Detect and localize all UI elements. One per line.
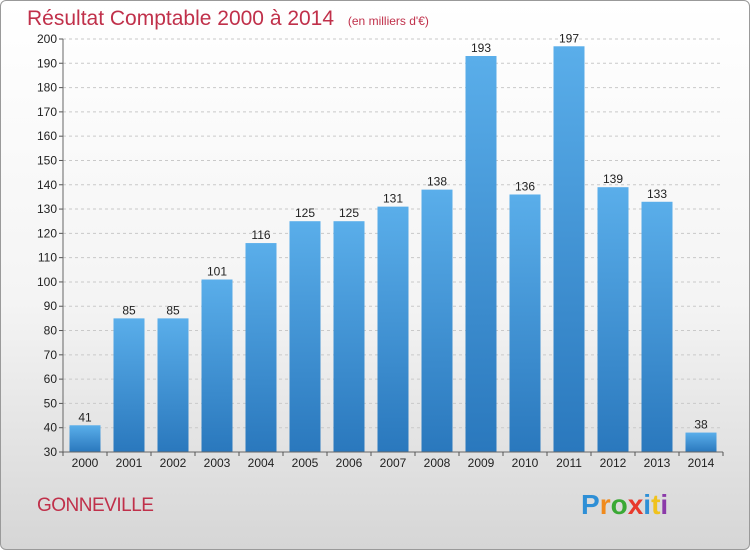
x-tick-label: 2012 [600, 456, 627, 470]
y-tick-label: 160 [37, 129, 57, 143]
bars [69, 46, 717, 452]
bar [597, 187, 629, 452]
logo-letter: i [643, 489, 652, 520]
bar [509, 194, 541, 452]
proxiti-logo: Proxiti [581, 489, 668, 521]
bar-value-label: 197 [559, 31, 579, 45]
y-axis-ticks: 30 40 50 60 70 80 90 100 110 120 130 140 150 160 170 18… [37, 32, 64, 459]
x-tick-label: 2008 [424, 456, 451, 470]
bar-value-label: 85 [166, 303, 180, 317]
y-tick-label: 60 [44, 372, 58, 386]
logo-letter: P [581, 489, 600, 520]
y-tick-label: 40 [44, 421, 58, 435]
y-tick-label: 80 [44, 324, 58, 338]
bar-value-label: 116 [251, 228, 270, 242]
y-tick-label: 120 [37, 226, 57, 240]
bar [553, 46, 585, 452]
bar [201, 279, 233, 452]
chart-title: Résultat Comptable 2000 à 2014 (en milli… [27, 7, 429, 31]
logo-letter: i [660, 489, 669, 520]
y-tick-label: 180 [37, 81, 57, 95]
bar [641, 201, 673, 452]
y-tick-label: 170 [37, 105, 57, 119]
x-axis-ticks: 2000 2001 2002 2003 2004 2005 2006 2007 2008 2009… [62, 451, 724, 470]
y-tick-label: 70 [44, 348, 58, 362]
x-tick-label: 2002 [160, 456, 187, 470]
place-label: GONNEVILLE [37, 495, 154, 516]
bar [157, 318, 189, 452]
chart-title-text: Résultat Comptable 2000 à 2014 [27, 7, 335, 30]
bar [465, 56, 497, 452]
bar [289, 221, 321, 452]
bar-value-label: 125 [339, 206, 359, 220]
y-tick-label: 110 [38, 251, 57, 265]
bar-value-label: 193 [471, 41, 491, 55]
y-tick-label: 50 [44, 396, 58, 410]
bar [245, 243, 277, 452]
chart-subtitle: (en milliers d'€) [347, 14, 429, 28]
bar-value-label: 136 [515, 179, 535, 193]
x-tick-label: 2005 [292, 456, 319, 470]
y-tick-label: 140 [37, 178, 57, 192]
y-tick-label: 200 [37, 32, 57, 46]
x-tick-label: 2001 [116, 456, 143, 470]
bar-value-label: 125 [295, 206, 315, 220]
x-tick-label: 2011 [556, 456, 582, 470]
bar-value-label: 85 [122, 303, 136, 317]
x-tick-label: 2009 [468, 456, 495, 470]
bar-value-label: 131 [383, 192, 403, 206]
logo-letter: t [651, 489, 661, 520]
bar-value-label: 133 [647, 187, 667, 201]
logo-letter: r [599, 489, 611, 520]
y-tick-label: 30 [44, 445, 58, 459]
y-tick-label: 90 [44, 299, 58, 313]
bar [685, 432, 717, 452]
y-tick-label: 130 [37, 202, 57, 216]
x-tick-label: 2010 [512, 456, 539, 470]
x-tick-label: 2007 [380, 456, 407, 470]
x-tick-label: 2003 [204, 456, 231, 470]
bar [113, 318, 145, 452]
logo-letter: o [610, 489, 628, 520]
bar-value-label: 138 [427, 175, 447, 189]
bar [377, 206, 409, 452]
y-tick-label: 100 [37, 275, 57, 289]
bar [333, 221, 365, 452]
bar [69, 425, 101, 452]
bar-value-label: 139 [603, 172, 623, 186]
x-tick-label: 2004 [248, 456, 275, 470]
x-tick-label: 2000 [72, 456, 99, 470]
bar-value-label: 38 [694, 418, 708, 432]
bar [421, 189, 453, 452]
bar-value-label: 41 [78, 410, 92, 424]
x-tick-label: 2013 [644, 456, 671, 470]
logo-letter: x [627, 489, 644, 520]
x-tick-label: 2006 [336, 456, 363, 470]
y-tick-label: 150 [37, 153, 57, 167]
x-tick-label: 2014 [688, 456, 715, 470]
data-labels: 41 85 85 101 116 125 125 131 138 193 136 197 139 133 3… [78, 31, 708, 431]
y-tick-label: 190 [37, 56, 57, 70]
bar-value-label: 101 [207, 265, 227, 279]
